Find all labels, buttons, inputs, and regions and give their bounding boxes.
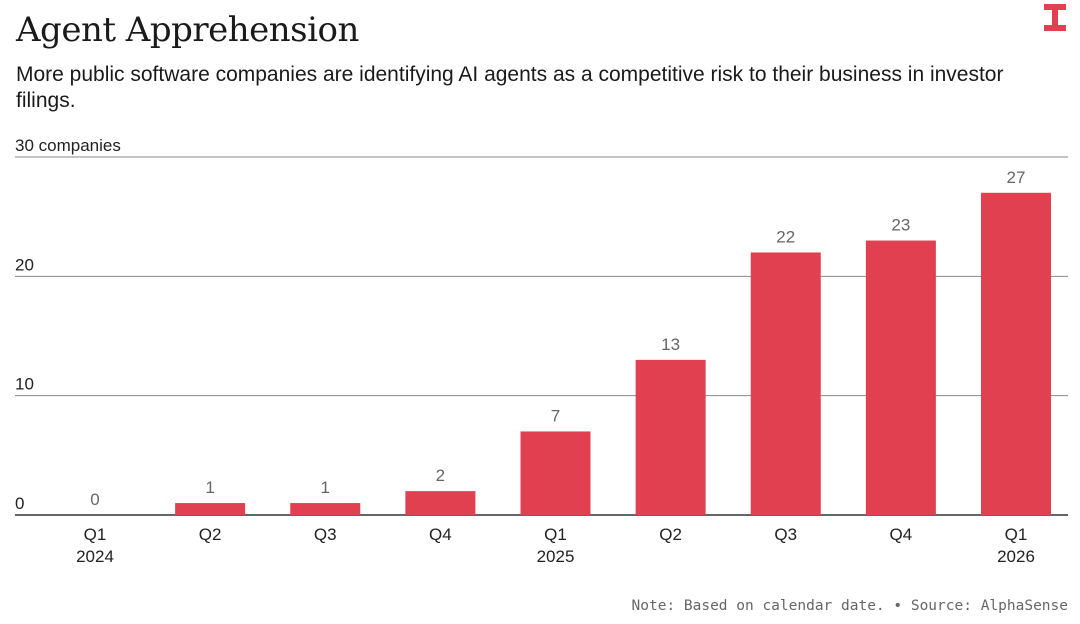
x-tick-label: Q3 [774,525,797,544]
data-label: 23 [891,216,910,235]
x-tick-label: Q2 [199,525,222,544]
x-tick-label: Q4 [890,525,913,544]
data-label: 2 [436,466,445,485]
chart-subtitle: More public software companies are ident… [16,63,1004,112]
x-tick-year-label: 2026 [997,547,1035,566]
x-tick-label: Q3 [314,525,337,544]
y-tick-label: 30 companies [15,136,121,155]
x-tick-year-label: 2024 [76,547,114,566]
data-label: 1 [321,478,330,497]
bar [981,192,1051,516]
brand-logo-icon [1044,4,1066,31]
y-tick-label: 20 [15,255,34,274]
x-tick-label: Q1 [84,525,107,544]
bar [175,503,246,515]
x-tick-label: Q4 [429,525,452,544]
data-label: 0 [90,490,99,509]
bar-chart: 0 10 20 30 companies 0 Q1 2024 1 Q2 1 Q3 2 Q4 7 Q1 2025… [15,136,1068,566]
bar [750,252,821,515]
data-label: 7 [551,406,560,425]
data-label: 1 [205,478,214,497]
y-tick-label: 0 [15,494,24,513]
chart-title: Agent Apprehension [16,10,359,50]
data-label: 27 [1007,168,1026,187]
bar [290,503,361,515]
data-label: 22 [776,227,795,246]
x-tick-label: Q1 [544,525,567,544]
bar [520,431,591,515]
x-tick-year-label: 2025 [537,547,575,566]
bar [865,240,936,516]
chart-note: Note: Based on calendar date. • Source: … [631,598,1069,614]
data-label: 13 [661,335,680,354]
bar [405,491,476,515]
y-tick-label: 10 [15,375,34,394]
x-tick-label: Q1 [1005,525,1028,544]
x-tick-label: Q2 [659,525,682,544]
bar [635,359,706,515]
